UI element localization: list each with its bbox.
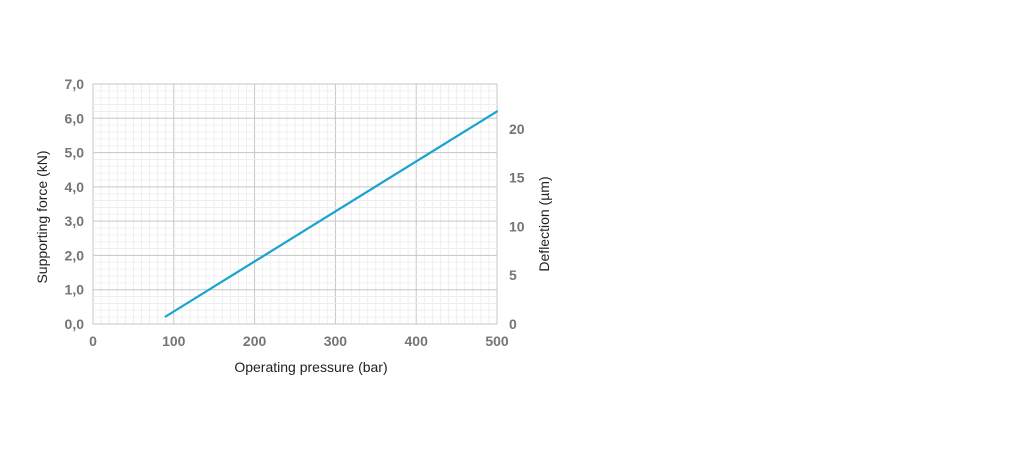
y-axis-title: Supporting force (kN) <box>34 150 50 283</box>
series-line <box>164 110 499 318</box>
x-tick-label: 400 <box>405 333 429 349</box>
y2-axis-title: Deflection (µm) <box>536 176 552 271</box>
y-tick-label: 6,0 <box>65 110 85 126</box>
y-tick-label: 1,0 <box>65 282 85 298</box>
x-tick-label: 200 <box>243 333 267 349</box>
x-tick-label: 500 <box>485 333 509 349</box>
x-tick-label: 100 <box>162 333 186 349</box>
y-tick-label: 0,0 <box>65 316 85 332</box>
y2-tick-label: 0 <box>509 316 517 332</box>
y-tick-label: 3,0 <box>65 213 85 229</box>
y-tick-label: 4,0 <box>65 179 85 195</box>
y2-tick-label: 15 <box>509 170 525 186</box>
x-axis-title: Operating pressure (bar) <box>234 359 387 375</box>
y2-tick-label: 20 <box>509 121 525 137</box>
y-axis-right: 0 5 10 15 20 <box>509 121 525 332</box>
y-tick-label: 5,0 <box>65 145 85 161</box>
x-axis: 0 100 200 300 400 500 <box>89 333 509 349</box>
y-axis-left: 0,0 1,0 2,0 3,0 4,0 5,0 6,0 7,0 <box>65 76 85 332</box>
y-tick-label: 7,0 <box>65 76 85 92</box>
series-layer <box>164 110 499 318</box>
y-tick-label: 2,0 <box>65 247 85 263</box>
y2-tick-label: 5 <box>509 267 517 283</box>
x-tick-label: 0 <box>89 333 97 349</box>
grid <box>92 83 498 325</box>
y2-tick-label: 10 <box>509 218 525 234</box>
x-tick-label: 300 <box>324 333 348 349</box>
